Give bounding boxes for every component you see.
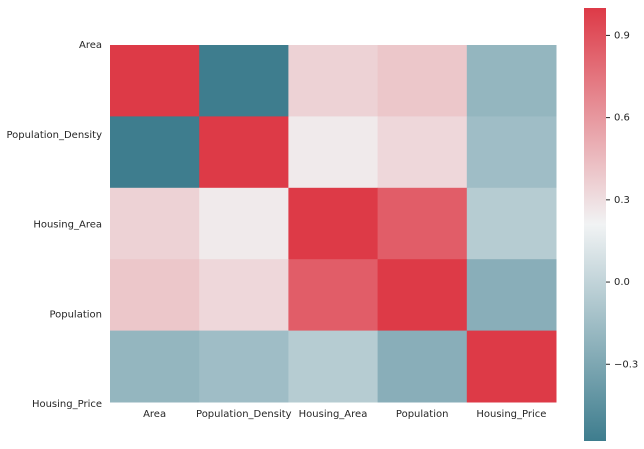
colorbar-tick-label: 0.9 <box>614 30 630 41</box>
heatmap-cell <box>466 187 557 260</box>
heatmap-cell <box>288 330 379 403</box>
colorbar-tick-label: 0.3 <box>614 195 630 206</box>
heatmap-cell <box>110 45 200 117</box>
heatmap-cell <box>110 259 200 332</box>
heatmap-cell <box>377 45 468 117</box>
heatmap-cell <box>466 330 557 403</box>
heatmap-cell <box>377 330 468 403</box>
colorbar-tick-label: 0.6 <box>614 113 630 124</box>
x-tick-label: Population <box>396 409 449 420</box>
heatmap-cell <box>199 187 289 260</box>
x-tick-label: Population_Density <box>196 409 292 420</box>
x-tick-label: Housing_Area <box>299 409 368 420</box>
heatmap-cell <box>199 45 289 117</box>
heatmap-cell <box>377 187 468 260</box>
y-tick-label: Population_Density <box>6 130 102 141</box>
heatmap-cell <box>199 116 289 189</box>
x-tick-label: Housing_Price <box>476 409 546 420</box>
heatmap-cell <box>199 259 289 332</box>
colorbar <box>584 8 606 441</box>
heatmap-cell <box>288 187 379 260</box>
heatmap-cell <box>110 187 200 260</box>
heatmap-cell <box>110 330 200 403</box>
heatmap-cell <box>377 259 468 332</box>
heatmap-cell <box>110 116 200 189</box>
colorbar-tick-label: 0.0 <box>614 277 630 288</box>
heatmap-cell <box>288 259 379 332</box>
heatmap-cell <box>466 116 557 189</box>
y-tick-label: Population <box>49 309 102 320</box>
y-tick-label: Housing_Area <box>33 220 102 231</box>
colorbar-tick-label: −0.3 <box>614 359 638 370</box>
heatmap-cell <box>288 116 379 189</box>
x-tick-label: Area <box>143 409 166 420</box>
y-tick-label: Housing_Price <box>32 399 102 410</box>
heatmap-cell <box>377 116 468 189</box>
heatmap-cell <box>466 259 557 332</box>
y-tick-label: Area <box>79 40 102 51</box>
heatmap-cell <box>466 45 557 117</box>
heatmap-cell <box>288 45 379 117</box>
heatmap-cell <box>199 330 289 403</box>
